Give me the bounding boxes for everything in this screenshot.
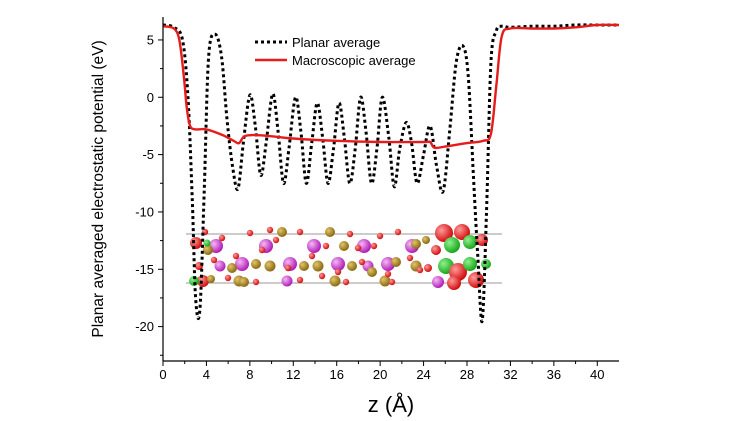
atom-red	[252, 278, 260, 286]
atom-purple	[214, 260, 226, 272]
atom-olive	[347, 261, 357, 271]
y-axis-title: Planar averaged electrostatic potential …	[90, 40, 107, 337]
atom-red	[435, 224, 453, 242]
x-tick-label: 28	[460, 367, 474, 382]
atom-red	[424, 264, 432, 272]
atom-olive	[299, 261, 309, 271]
x-tick-label: 40	[590, 367, 604, 382]
x-tick-label: 32	[503, 367, 517, 382]
atom-red	[416, 266, 424, 274]
x-tick-label: 16	[329, 367, 343, 382]
atom-red	[246, 229, 254, 237]
atom-purple	[281, 275, 293, 287]
atom-red	[232, 252, 240, 260]
atom-red	[342, 278, 350, 286]
x-tick-label: 12	[286, 367, 300, 382]
atom-purple	[331, 257, 345, 271]
series-layer	[163, 23, 619, 324]
atom-green	[463, 257, 477, 271]
atom-red	[318, 272, 326, 280]
y-tick-label: 0	[147, 90, 154, 105]
atom-red	[431, 245, 441, 255]
atom-purple	[432, 276, 444, 288]
x-tick-label: 0	[159, 367, 166, 382]
atom-red	[384, 270, 392, 278]
atom-red	[190, 237, 202, 249]
atom-olive	[312, 260, 324, 272]
x-axis-title: z (Å)	[368, 392, 414, 417]
series-line-macroscopic-average	[163, 23, 619, 150]
atom-red	[370, 242, 378, 250]
atom-green	[444, 237, 460, 253]
x-tick-label: 24	[416, 367, 430, 382]
atom-olive	[329, 275, 341, 287]
atom-red	[296, 276, 304, 284]
atom-olive	[207, 275, 215, 283]
y-tick-label: -10	[135, 204, 154, 219]
x-tick-label: 36	[547, 367, 561, 382]
atom-purple	[307, 239, 321, 253]
atom-olive	[251, 259, 261, 269]
x-tick-label: 8	[246, 367, 253, 382]
atom-red	[406, 254, 414, 262]
atom-red	[358, 258, 366, 266]
atom-red	[346, 230, 354, 238]
atom-red	[454, 224, 470, 240]
atom-red	[210, 256, 218, 264]
x-tick-label: 4	[203, 367, 210, 382]
atom-red	[218, 234, 226, 242]
atom-red	[447, 276, 461, 290]
atom-olive	[277, 227, 287, 237]
y-tick-label: -20	[135, 319, 154, 334]
y-tick-label: -5	[142, 147, 154, 162]
atom-olive	[379, 275, 391, 287]
atom-red	[354, 244, 362, 252]
structure-inset	[186, 224, 502, 290]
atom-red	[272, 236, 280, 244]
atom-olive	[367, 267, 377, 277]
series-line-planar-average	[163, 23, 619, 324]
atom-olive	[391, 257, 401, 267]
atom-red	[224, 274, 232, 282]
atom-olive	[325, 227, 335, 237]
atom-red	[197, 275, 209, 287]
atom-red	[258, 246, 266, 254]
atom-red	[284, 264, 292, 272]
atom-red	[394, 228, 402, 236]
ticks-layer: 0 4 8 12 16 20 24 28 32 36 40 5 0 -5 -10 -15 -20	[135, 32, 604, 382]
legend-label-planar-average: Planar average	[292, 35, 380, 50]
x-tick-label: 20	[373, 367, 387, 382]
atom-purple	[235, 257, 249, 271]
atom-green	[463, 235, 477, 249]
atom-red	[376, 232, 384, 240]
atom-olive	[264, 260, 276, 272]
atom-olive	[411, 239, 421, 249]
y-tick-label: 5	[147, 32, 154, 47]
atom-red	[308, 252, 316, 260]
y-tick-label: -15	[135, 262, 154, 277]
atom-olive	[203, 245, 213, 255]
atom-red	[334, 268, 342, 276]
legend-label-macroscopic-average: Macroscopic average	[292, 53, 416, 68]
atom-olive	[339, 241, 349, 251]
atom-red	[476, 234, 488, 246]
atom-red	[296, 228, 304, 236]
atom-red	[388, 278, 396, 286]
atom-olive	[227, 263, 237, 273]
atom-green	[189, 276, 199, 286]
atom-olive	[239, 277, 249, 287]
atom-olive	[422, 236, 430, 244]
atom-red	[266, 226, 274, 234]
atom-red	[322, 242, 330, 250]
legend: Planar average Macroscopic average	[255, 35, 416, 68]
atom-red	[468, 272, 484, 288]
atom-green	[203, 239, 211, 247]
